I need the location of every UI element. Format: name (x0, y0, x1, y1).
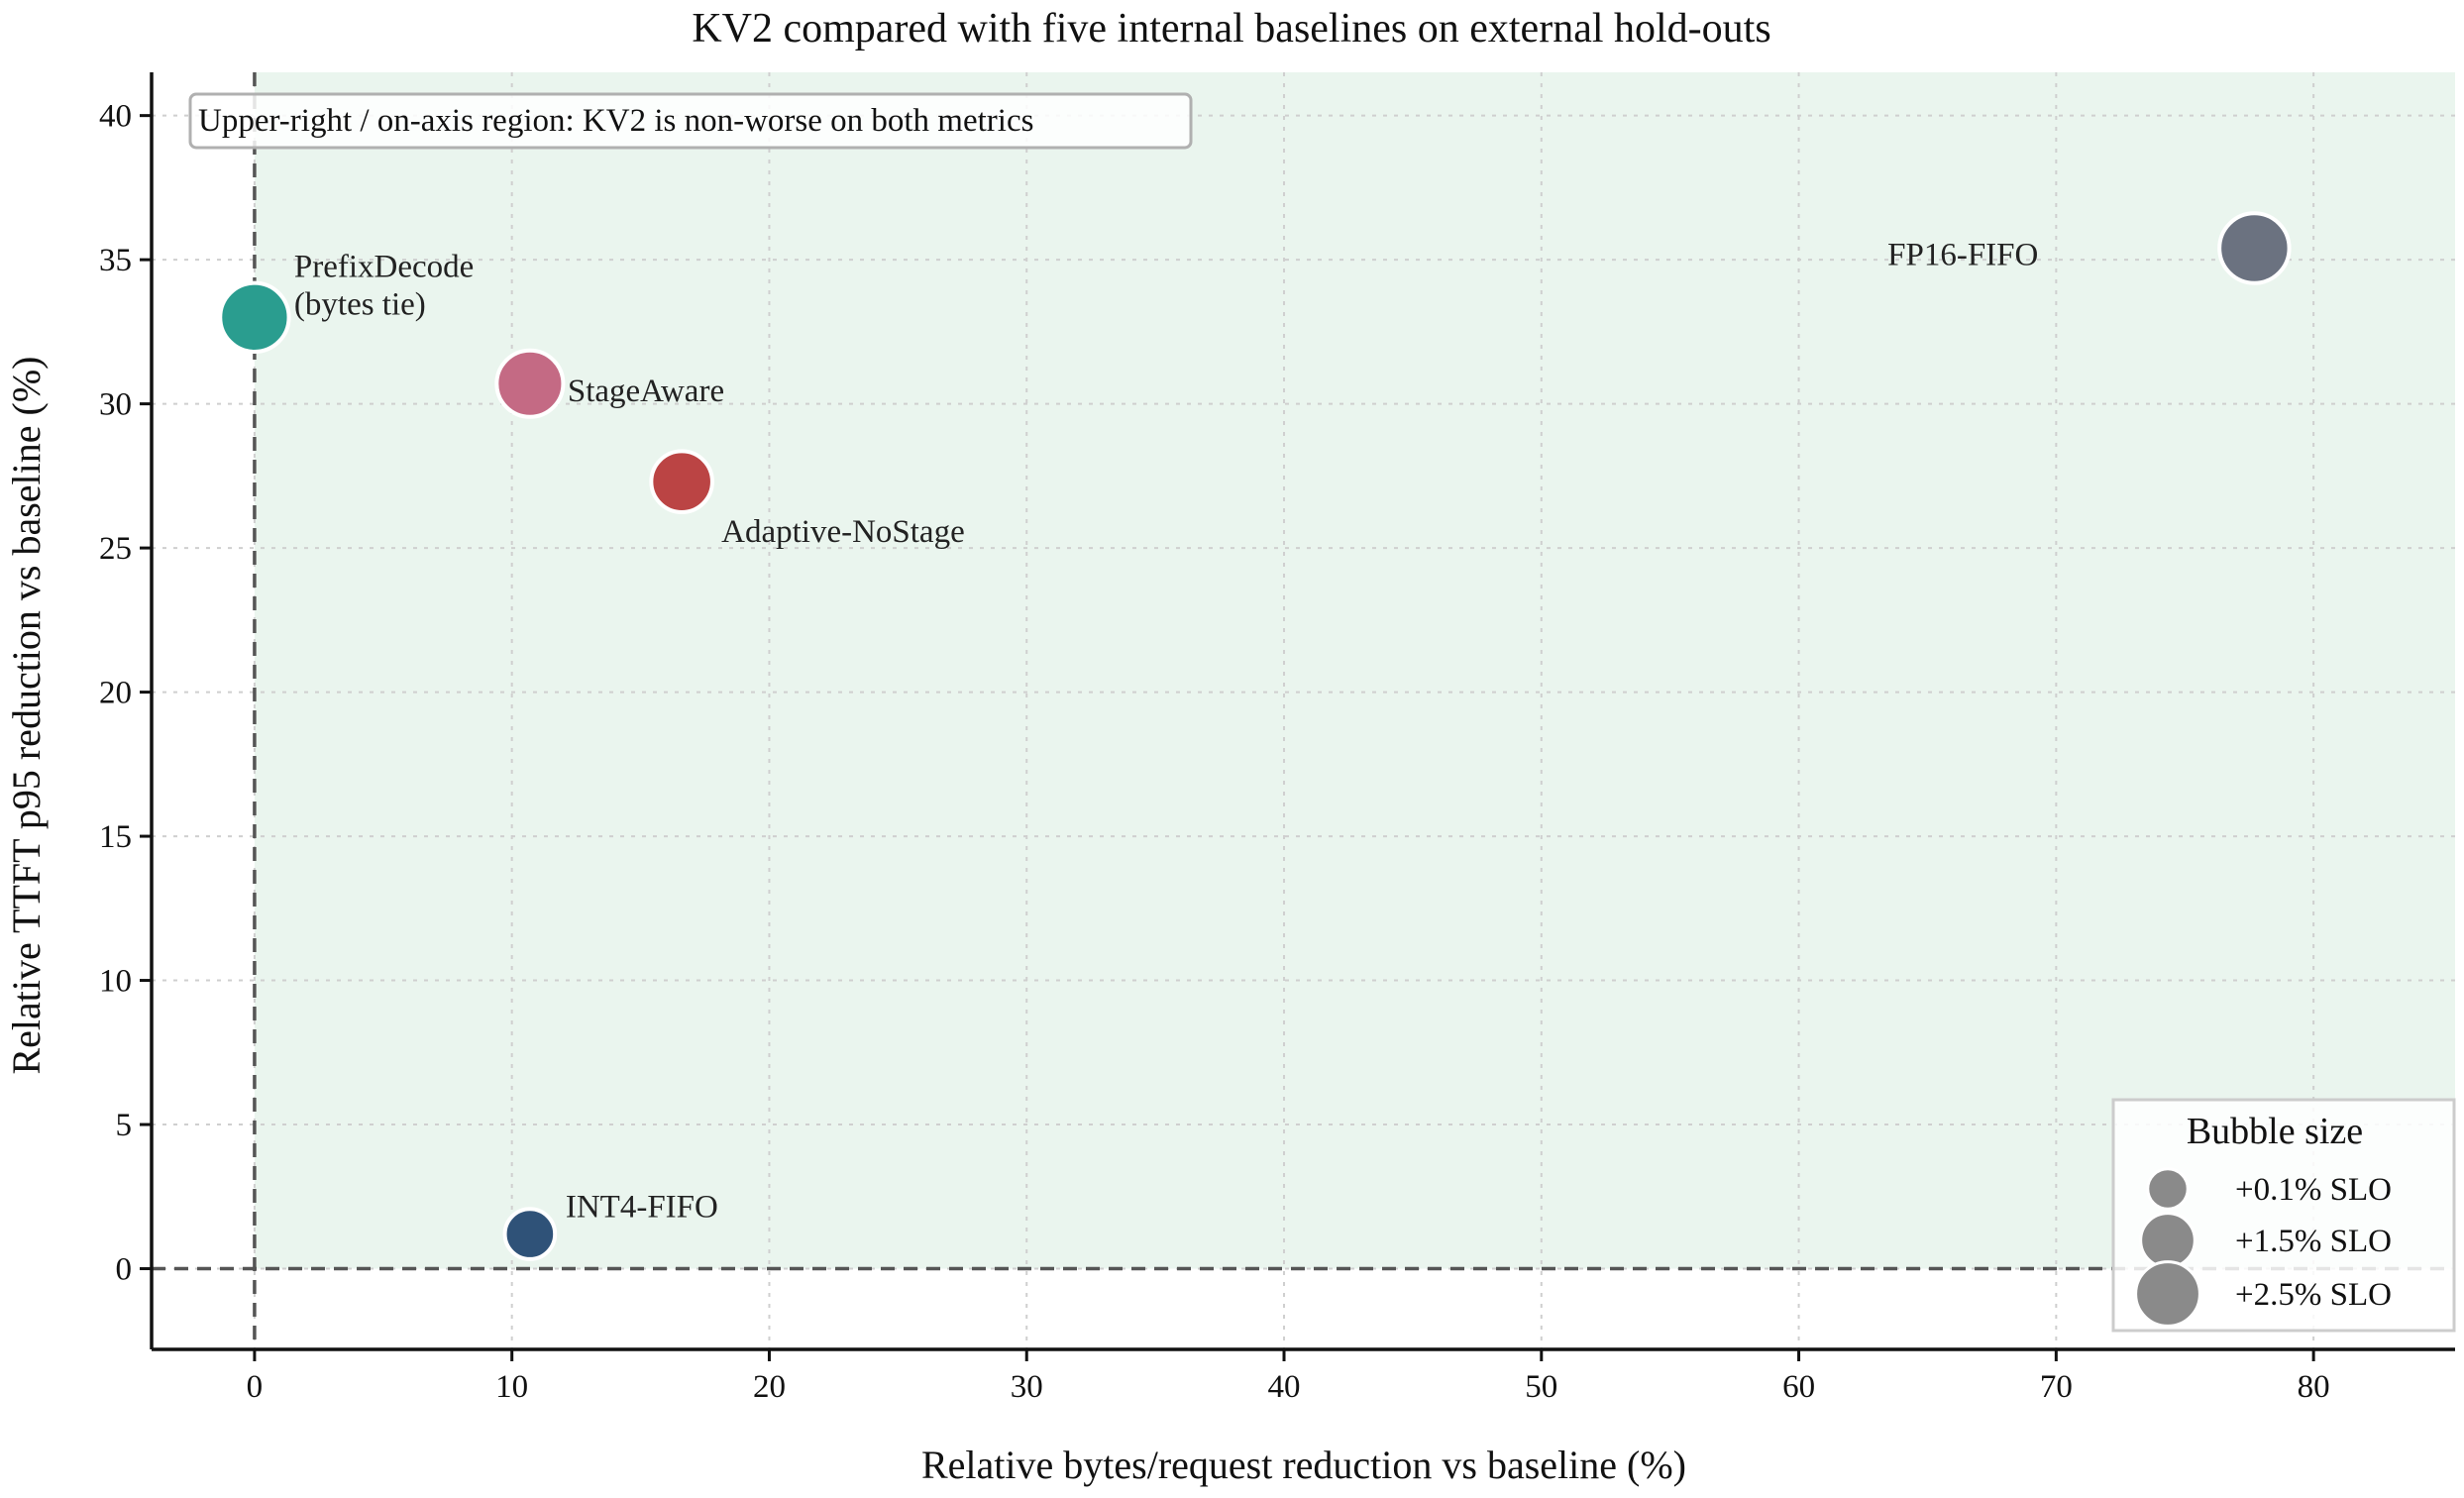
x-tick-label: 30 (1011, 1369, 1043, 1405)
annotation-box: Upper-right / on-axis region: KV2 is non… (188, 92, 1193, 150)
x-axis-title: Relative bytes/request reduction vs base… (921, 1443, 1686, 1487)
bubble-stageaware (494, 348, 566, 419)
axes (150, 72, 2455, 1351)
legend-bubble (2146, 1167, 2190, 1211)
annotation-text: Upper-right / on-axis region: KV2 is non… (198, 103, 1033, 139)
y-tick-label: 10 (99, 964, 132, 1000)
y-tick-label: 0 (116, 1252, 133, 1288)
non-worse-region (254, 72, 2455, 1269)
bubble-prefixdecode (218, 280, 291, 354)
bubble-int4-fifo (502, 1207, 558, 1261)
legend-title: Bubble size (2187, 1111, 2363, 1152)
legend: Bubble size +0.1% SLO +1.5% SLO +2.5% SLO (2111, 1098, 2456, 1333)
y-tick-label: 20 (99, 676, 132, 711)
chart-title: KV2 compared with five internal baseline… (692, 6, 1770, 52)
y-axis-title: Relative TTFT p95 reduction vs baseline … (4, 356, 49, 1074)
x-tick-label: 60 (1782, 1369, 1815, 1405)
y-tick-label: 5 (116, 1108, 133, 1143)
legend-bubble (2134, 1260, 2201, 1328)
x-tick-label: 10 (495, 1369, 528, 1405)
point-label: StageAware (568, 374, 724, 409)
x-ticks: 0 10 20 30 40 50 60 70 80 (247, 1349, 2330, 1405)
y-tick-label: 25 (99, 531, 132, 567)
x-tick-label: 20 (753, 1369, 786, 1405)
x-tick-label: 70 (2040, 1369, 2073, 1405)
bubble-fp16-fifo (2217, 211, 2292, 285)
x-tick-label: 50 (1525, 1369, 1557, 1405)
point-label: FP16-FIFO (1887, 237, 2038, 272)
region-fill (254, 72, 2455, 1269)
y-ticks: 0 5 10 15 20 25 30 35 40 (99, 99, 152, 1288)
x-tick-label: 40 (1268, 1369, 1301, 1405)
legend-label: +0.1% SLO (2235, 1172, 2392, 1208)
point-labels: PrefixDecode (bytes tie) StageAware Adaptiv… (294, 237, 2038, 1225)
y-tick-label: 30 (99, 387, 132, 423)
y-tick-label: 35 (99, 243, 132, 278)
point-label: Adaptive-NoStage (721, 514, 965, 550)
legend-label: +1.5% SLO (2235, 1224, 2392, 1259)
x-tick-label: 0 (247, 1369, 264, 1405)
x-tick-label: 80 (2298, 1369, 2330, 1405)
data-points (218, 211, 2292, 1261)
y-tick-label: 15 (99, 819, 132, 855)
point-label: INT4-FIFO (566, 1190, 718, 1226)
bubble-adaptive-nostage (649, 449, 714, 514)
legend-bubble (2139, 1212, 2196, 1269)
legend-label: +2.5% SLO (2235, 1277, 2392, 1313)
y-tick-label: 40 (99, 99, 132, 135)
point-label: PrefixDecode (bytes tie) (294, 249, 474, 322)
